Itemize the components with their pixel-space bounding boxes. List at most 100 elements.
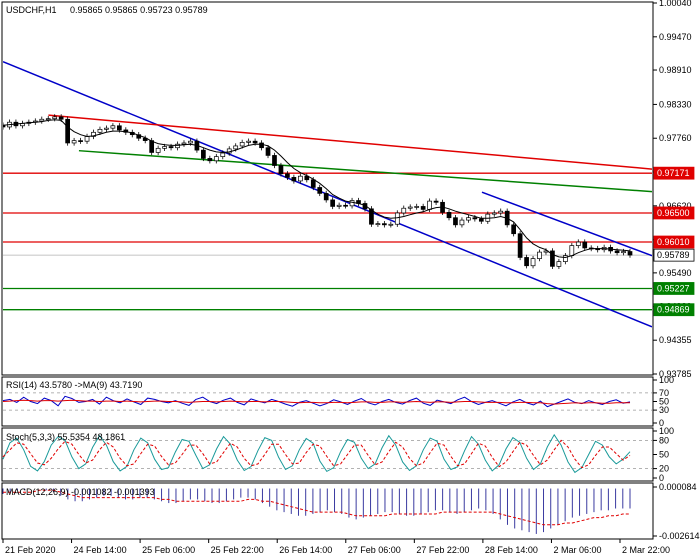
price-tick-label: 0.97760 xyxy=(659,133,692,143)
candle-down xyxy=(369,208,374,225)
candle-up xyxy=(407,206,413,209)
candle xyxy=(181,140,187,147)
macd-axis: 0.000084 -0.002614 xyxy=(653,482,700,541)
candle xyxy=(110,123,116,131)
candle-down xyxy=(524,257,529,267)
candle-up xyxy=(414,206,420,208)
candle-up xyxy=(466,217,471,221)
candle-up xyxy=(97,128,103,133)
time-tick-label: 25 Feb 06:00 xyxy=(142,545,195,555)
candle xyxy=(420,203,426,213)
candle-down xyxy=(149,140,155,153)
candle-up xyxy=(239,142,245,147)
candle-down xyxy=(265,147,271,156)
candle-up xyxy=(375,223,381,225)
candle xyxy=(401,205,407,216)
candle-down xyxy=(317,187,323,194)
rsi-ma-line xyxy=(2,399,630,405)
time-tick-label: 27 Feb 06:00 xyxy=(348,545,401,555)
candle-up xyxy=(530,258,536,267)
candle xyxy=(91,129,96,140)
price-tick-label: 0.93785 xyxy=(659,369,692,379)
candle-up xyxy=(297,175,303,182)
candle-down xyxy=(582,241,588,249)
candle xyxy=(97,126,103,135)
candle xyxy=(71,137,77,146)
candle-down xyxy=(511,224,516,235)
candle xyxy=(530,255,536,269)
candle xyxy=(433,198,439,205)
candle-up xyxy=(575,241,581,246)
trend-line xyxy=(48,114,652,170)
stoch-label: Stoch(5,3,3) 55.5354 48.1861 xyxy=(6,432,125,442)
candle-down xyxy=(614,250,620,254)
time-tick-label: 28 Feb 14:00 xyxy=(485,545,538,555)
candle-down xyxy=(446,212,452,219)
price-tag-box xyxy=(653,166,695,180)
candle-down xyxy=(58,116,64,120)
candle-down xyxy=(343,204,348,207)
candle xyxy=(213,153,219,164)
candle xyxy=(349,197,355,209)
candle xyxy=(207,155,213,164)
candle-up xyxy=(388,223,394,226)
candle-up xyxy=(220,152,226,157)
price-tick-label: 0.99470 xyxy=(659,32,692,42)
price-tag-box xyxy=(653,282,695,295)
osc-tick-label: 0 xyxy=(659,418,664,428)
candle xyxy=(336,202,342,210)
candle xyxy=(382,220,387,228)
candle xyxy=(317,184,323,197)
candle xyxy=(285,171,290,181)
candle xyxy=(155,145,161,156)
candle-up xyxy=(71,140,77,144)
candle-up xyxy=(491,212,497,215)
price-tag-box xyxy=(653,206,695,220)
candle-down xyxy=(550,250,555,267)
candle xyxy=(265,145,271,159)
candle-down xyxy=(285,173,290,178)
candle-up xyxy=(162,146,167,149)
candle-up xyxy=(563,255,568,262)
time-tick-label: 2 Mar 22:00 xyxy=(622,545,670,555)
candle-down xyxy=(310,179,316,188)
price-tick-label: 0.98910 xyxy=(659,65,692,75)
price-tag-label: 0.95789 xyxy=(657,250,690,260)
moving-average-line xyxy=(3,119,631,259)
candle xyxy=(142,135,148,144)
osc-tick-label: 50 xyxy=(659,397,669,407)
candle xyxy=(323,190,329,203)
osc-tick-label: 50 xyxy=(659,450,669,460)
candle xyxy=(259,140,264,151)
candle xyxy=(220,150,226,160)
osc-tick-label: 30 xyxy=(659,405,669,415)
candle xyxy=(575,239,581,249)
candle-down xyxy=(517,233,523,258)
candle-up xyxy=(181,142,187,145)
candle xyxy=(375,220,381,227)
time-axis: 21 Feb 2020 24 Feb 14:00 25 Feb 06:00 25 Fe… xyxy=(2,539,670,555)
candle-up xyxy=(188,140,193,144)
candle-down xyxy=(330,199,336,207)
candle xyxy=(627,248,633,258)
candle xyxy=(239,139,245,149)
candle-up xyxy=(175,143,180,149)
candle-up xyxy=(556,261,562,267)
time-tick-label: 21 Feb 2020 xyxy=(5,545,56,555)
candle-up xyxy=(104,127,109,130)
candle xyxy=(39,116,45,124)
candle-down xyxy=(168,146,174,149)
price-tick-label: 0.94355 xyxy=(659,335,692,345)
price-tag: 0.95789 xyxy=(653,248,695,262)
candle-down xyxy=(420,206,426,210)
osc-tick-label: 0 xyxy=(659,473,664,483)
candle xyxy=(278,162,284,177)
macd-label: MACD(12,26,9) -0.001082 -0.001393 xyxy=(6,487,155,497)
candle-up xyxy=(155,147,161,153)
macd-tick-label: 0.000084 xyxy=(659,482,697,492)
candle xyxy=(343,202,348,209)
candle xyxy=(498,208,504,216)
